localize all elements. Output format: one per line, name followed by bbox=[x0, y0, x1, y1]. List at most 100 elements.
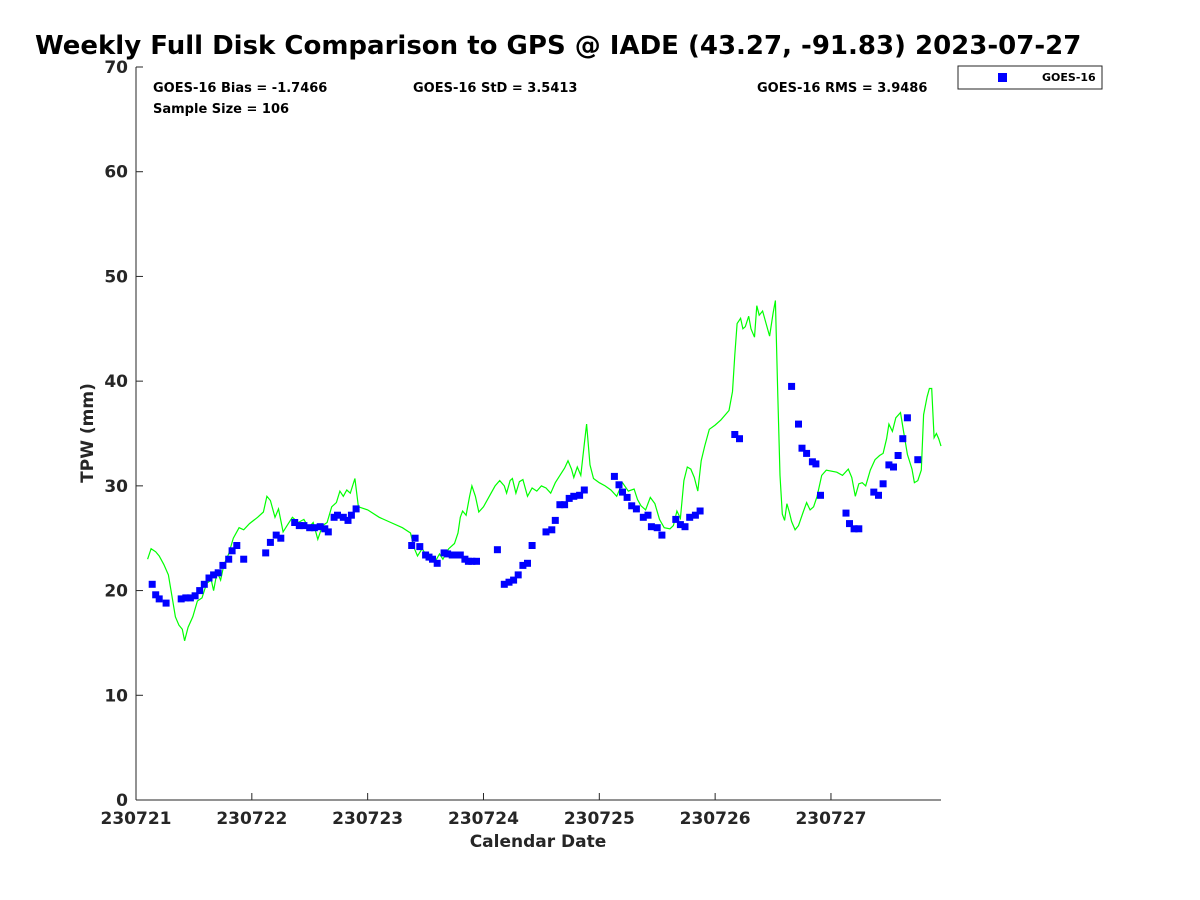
goes16-data-point bbox=[812, 460, 820, 468]
goes16-data-point bbox=[500, 580, 508, 588]
goes16-data-point bbox=[890, 463, 897, 471]
goes16-data-point bbox=[272, 531, 280, 539]
goes16-data-point bbox=[731, 431, 739, 438]
goes16-data-point bbox=[429, 555, 436, 563]
goes16-data-point bbox=[842, 509, 850, 517]
y-ticks: 0 10 20 30 40 50 60 70 bbox=[104, 58, 143, 811]
goes16-data-point bbox=[148, 580, 156, 588]
goes16-data-point bbox=[556, 501, 564, 509]
goes16-data-point bbox=[803, 449, 811, 457]
goes16-data-point bbox=[240, 555, 248, 563]
legend: GOES-16 bbox=[957, 65, 1103, 90]
goes16-data-point bbox=[300, 522, 308, 530]
goes16-data-point bbox=[219, 561, 227, 569]
x-tick-label: 230726 bbox=[680, 809, 751, 829]
goes16-data-point bbox=[310, 524, 318, 532]
goes16-data-point bbox=[528, 542, 536, 549]
y-tick-label: 0 bbox=[116, 791, 128, 811]
y-tick-label: 10 bbox=[104, 686, 128, 706]
x-tick-label: 230724 bbox=[448, 809, 519, 829]
chart-title: Weekly Full Disk Comparison to GPS @ IAD… bbox=[35, 31, 1081, 61]
goes16-data-point bbox=[493, 546, 501, 554]
x-tick-label: 230727 bbox=[795, 809, 866, 829]
goes16-data-point bbox=[505, 578, 513, 586]
goes16-data-point bbox=[681, 523, 689, 531]
goes16-data-point bbox=[277, 534, 285, 542]
goes16-data-point bbox=[647, 523, 655, 531]
stat-rms: GOES-16 RMS = 3.9486 bbox=[757, 81, 927, 96]
goes16-data-point bbox=[339, 513, 347, 521]
goes16-data-point bbox=[524, 559, 531, 567]
goes16-data-point bbox=[266, 538, 274, 546]
goes16-data-point bbox=[448, 551, 456, 559]
goes16-data-point bbox=[686, 513, 694, 521]
goes16-data-point bbox=[456, 551, 464, 559]
goes16-data-point bbox=[408, 542, 416, 549]
plot-series bbox=[147, 300, 942, 641]
goes16-data-point bbox=[191, 592, 199, 600]
goes16-data-point bbox=[672, 515, 680, 523]
goes16-data-point bbox=[903, 414, 911, 422]
goes16-data-point bbox=[576, 491, 584, 499]
goes16-data-point bbox=[628, 502, 636, 510]
goes16-data-point bbox=[334, 511, 341, 519]
goes16-data-point bbox=[262, 549, 270, 557]
goes16-data-point bbox=[444, 550, 452, 558]
goes16-data-point bbox=[196, 587, 204, 595]
goes16-data-point bbox=[899, 435, 907, 443]
gps-tpw-line bbox=[147, 300, 942, 641]
y-tick-label: 40 bbox=[104, 372, 128, 392]
y-tick-label: 60 bbox=[104, 163, 128, 183]
goes16-data-point bbox=[696, 507, 704, 515]
goes16-data-point bbox=[186, 594, 194, 602]
goes16-data-point bbox=[152, 591, 160, 599]
goes16-data-point bbox=[316, 523, 324, 531]
goes16-data-point bbox=[653, 524, 661, 532]
x-tick-label: 230723 bbox=[332, 809, 403, 829]
goes16-data-point bbox=[228, 547, 236, 555]
legend-marker-goes16 bbox=[998, 73, 1007, 82]
goes16-data-point bbox=[798, 444, 806, 452]
goes16-data-point bbox=[416, 543, 424, 551]
goes16-data-point bbox=[644, 511, 652, 519]
y-axis-label: TPW (mm) bbox=[78, 383, 98, 483]
goes16-data-point bbox=[411, 534, 419, 542]
goes16-data-point bbox=[519, 561, 527, 569]
goes16-data-point bbox=[846, 520, 853, 528]
goes16-data-point bbox=[855, 525, 863, 533]
goes16-data-point bbox=[214, 569, 222, 577]
x-tick-label: 230722 bbox=[216, 809, 287, 829]
goes16-data-point bbox=[914, 456, 922, 464]
legend-label-goes16: GOES-16 bbox=[1042, 71, 1096, 84]
stat-bias: GOES-16 Bias = -1.7466 bbox=[153, 81, 327, 96]
goes16-data-point bbox=[352, 505, 360, 513]
stat-std: GOES-16 StD = 3.5413 bbox=[413, 81, 577, 96]
goes16-data-point bbox=[615, 481, 623, 489]
goes16-data-point bbox=[850, 525, 858, 533]
goes16-data-point bbox=[433, 559, 441, 567]
goes16-data-point bbox=[632, 505, 640, 513]
goes16-data-point bbox=[570, 492, 578, 500]
goes16-data-point bbox=[548, 526, 556, 534]
goes16-data-point bbox=[894, 452, 902, 459]
legend-box bbox=[957, 65, 1103, 90]
goes16-data-point bbox=[565, 494, 573, 502]
goes16-data-point bbox=[623, 493, 631, 501]
goes16-data-point bbox=[551, 516, 559, 524]
goes16-data-point bbox=[795, 420, 802, 428]
goes16-data-point bbox=[514, 571, 522, 579]
goes16-data-point bbox=[610, 472, 618, 480]
goes16-data-point bbox=[468, 557, 476, 565]
y-tick-label: 70 bbox=[104, 58, 128, 78]
goes16-data-point bbox=[676, 521, 684, 529]
plot-axes bbox=[135, 67, 941, 801]
goes16-data-point bbox=[639, 513, 647, 521]
y-tick-label: 30 bbox=[104, 477, 128, 497]
goes16-data-point bbox=[200, 580, 208, 588]
goes16-data-point bbox=[347, 511, 355, 519]
stats-annotations: GOES-16 Bias = -1.7466 Sample Size = 106… bbox=[153, 81, 927, 117]
goes16-data-point bbox=[177, 595, 185, 603]
y-tick-label: 20 bbox=[104, 582, 128, 602]
goes16-data-point bbox=[291, 519, 299, 526]
